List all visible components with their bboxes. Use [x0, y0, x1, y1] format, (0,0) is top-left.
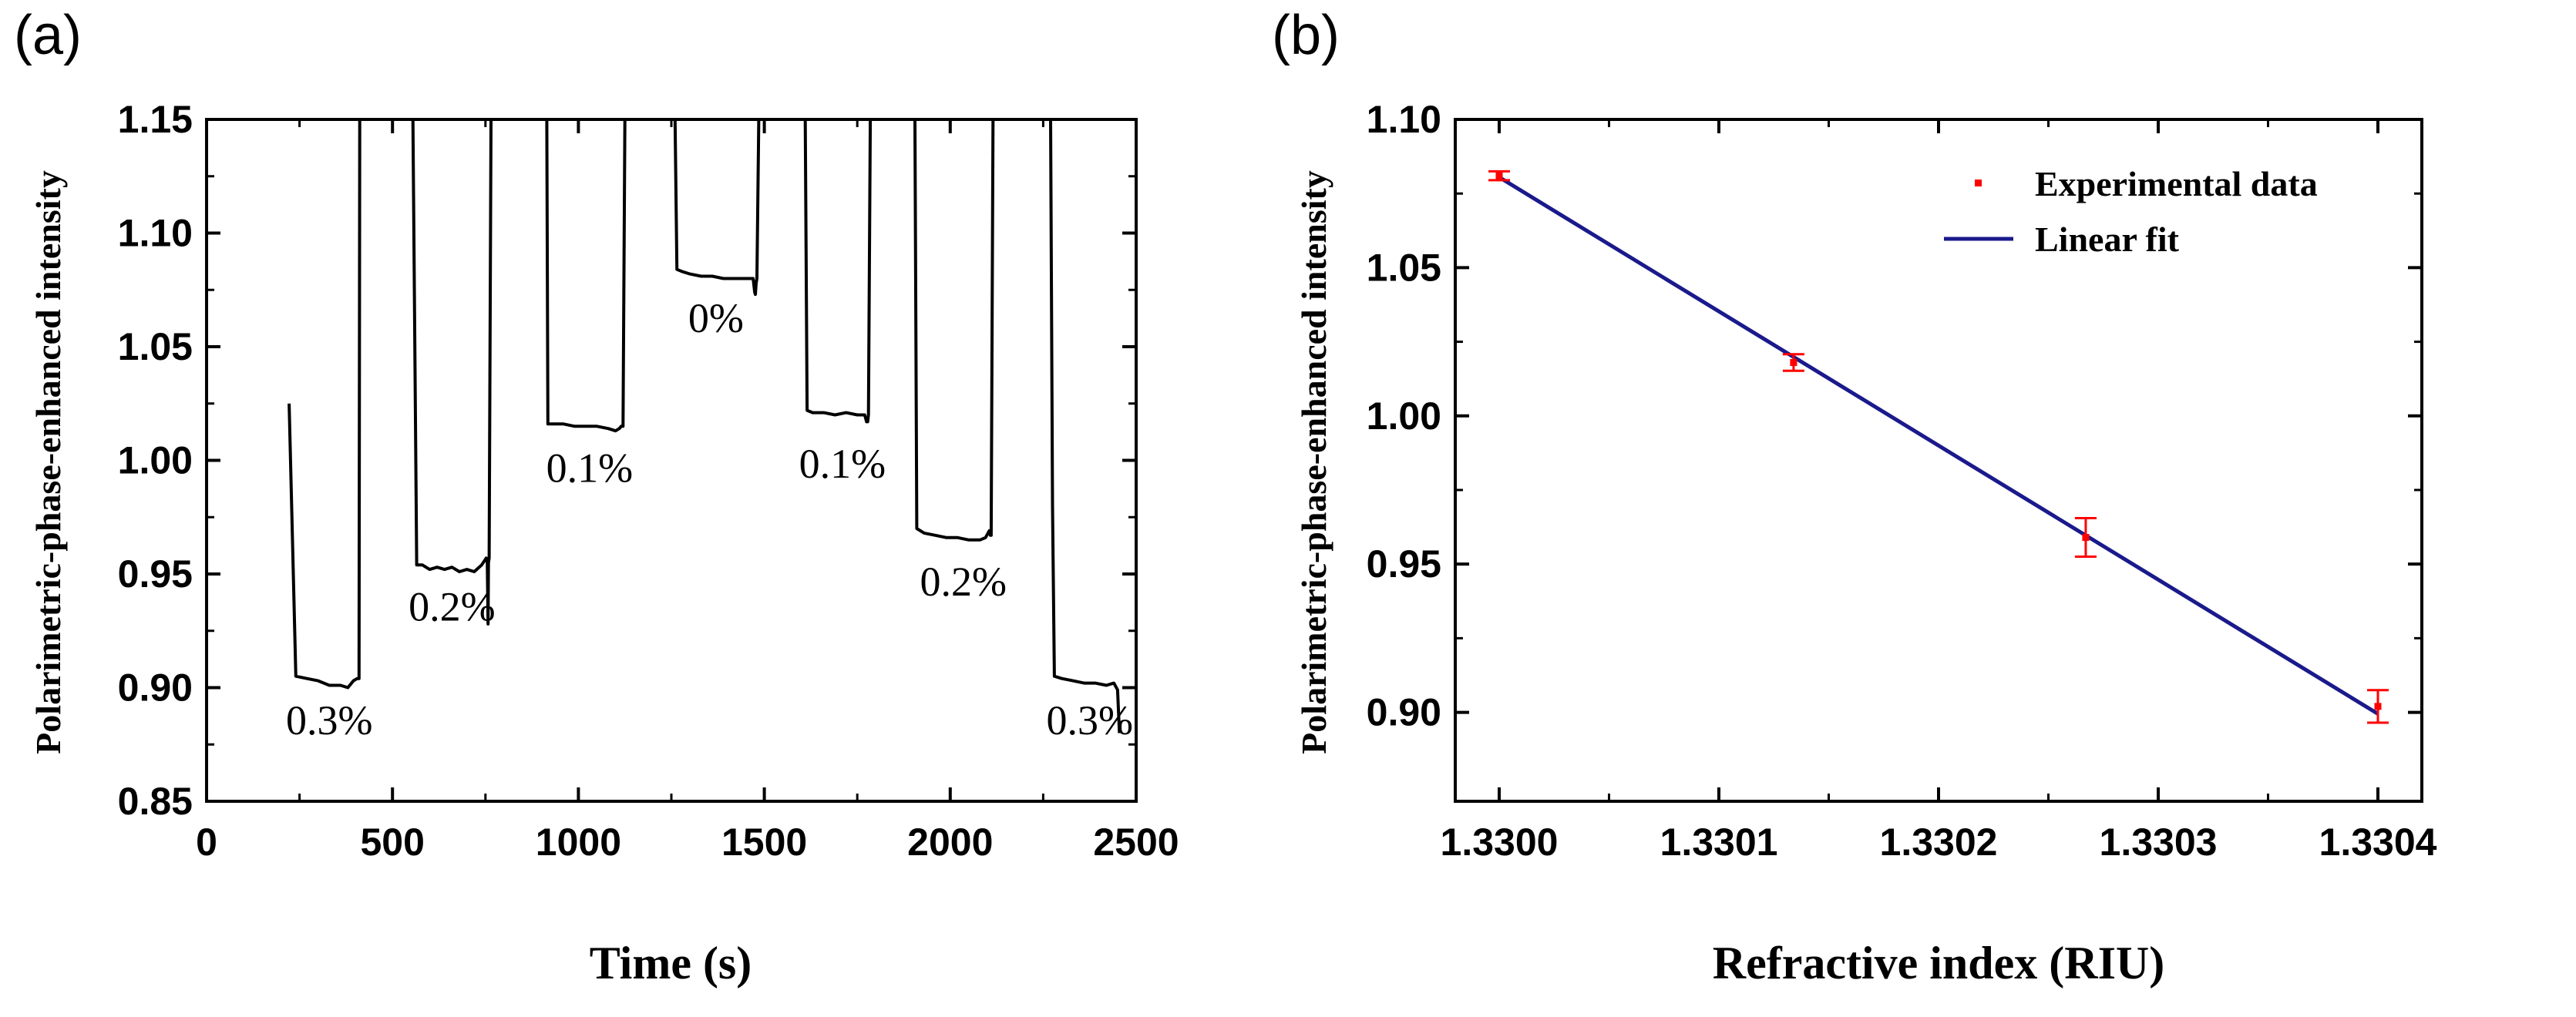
panel-a-x-axis-title: Time (s)	[590, 938, 752, 988]
x-tick-label: 500	[360, 821, 424, 864]
x-tick-label: 1500	[721, 821, 807, 864]
concentration-annotation: 0.2%	[409, 584, 495, 630]
series-line	[288, 118, 1122, 733]
data-point	[2082, 534, 2090, 542]
panel-b-data-points	[1488, 170, 2389, 724]
panel-b-plot-frame	[1454, 118, 2423, 803]
y-tick-label: 1.05	[1367, 246, 1441, 289]
concentration-annotation: 0.1%	[546, 445, 633, 492]
panel-b-label: (b)	[1272, 5, 1340, 66]
data-point	[1790, 359, 1797, 367]
panel-b-y-axis-title: Polarimetric-phase-enhanced intensity	[1294, 170, 1333, 754]
panel-a-x-tick-labels: 0 500 1000 1500 2000 2500	[196, 821, 1179, 864]
concentration-annotation: 0.2%	[920, 559, 1006, 605]
panel-a-label: (a)	[14, 5, 82, 66]
y-tick-label: 1.00	[118, 439, 193, 482]
x-tick-label: 1.3301	[1660, 821, 1778, 864]
y-tick-label: 1.10	[118, 212, 193, 255]
concentration-annotation: 0.3%	[1046, 697, 1132, 743]
y-tick-label: 1.00	[1367, 394, 1441, 438]
x-tick-label: 2000	[907, 821, 993, 864]
legend-marker-experimental	[1975, 180, 1982, 186]
x-tick-label: 1000	[536, 821, 621, 864]
concentration-annotation: 0.3%	[286, 697, 372, 743]
panel-b-x-tick-labels: 1.3300 1.3301 1.3302 1.3303 1.3304	[1441, 821, 2437, 864]
panel-a-y-axis-title: Polarimetric-phase-enhanced intensity	[29, 170, 68, 754]
y-tick-label: 0.85	[118, 780, 193, 823]
x-tick-label: 1.3304	[2319, 821, 2437, 864]
y-tick-label: 0.95	[1367, 542, 1441, 586]
data-point	[2374, 703, 2382, 710]
panel-a-ticks	[205, 118, 1138, 803]
data-point	[1495, 172, 1503, 180]
y-tick-label: 1.10	[1367, 98, 1441, 141]
legend-label-experimental: Experimental data	[2035, 164, 2318, 203]
y-tick-label: 0.90	[1367, 691, 1441, 734]
x-tick-label: 1.3302	[1880, 821, 1998, 864]
concentration-annotation: 0%	[688, 295, 744, 341]
panel-b-y-tick-labels: 0.90 0.95 1.00 1.05 1.10	[1367, 98, 1441, 734]
x-tick-label: 1.3300	[1441, 821, 1559, 864]
panel-b-x-axis-title: Refractive index (RIU)	[1713, 938, 2165, 988]
concentration-annotation: 0.1%	[799, 441, 886, 487]
panel-b: (b) Polarimetric-phase-enhanced intensit…	[1272, 5, 2437, 988]
panel-a-series	[288, 118, 1122, 733]
panel-a-annotations: 0.3% 0.2% 0.1% 0% 0.1% 0.2% 0.3%	[286, 295, 1133, 743]
panel-a-y-tick-labels: 0.85 0.90 0.95 1.00 1.05 1.10 1.15	[118, 98, 193, 823]
x-tick-label: 1.3303	[2100, 821, 2218, 864]
x-tick-label: 2500	[1093, 821, 1179, 864]
x-tick-label: 0	[196, 821, 217, 864]
linear-fit-line	[1498, 175, 2379, 716]
y-tick-label: 1.05	[118, 325, 193, 368]
legend-label-fit: Linear fit	[2035, 220, 2180, 259]
y-tick-label: 0.90	[118, 666, 193, 710]
y-tick-label: 0.95	[118, 552, 193, 596]
panel-b-fit-line	[1498, 175, 2379, 716]
panel-b-ticks	[1455, 118, 2422, 801]
y-tick-label: 1.15	[118, 98, 193, 141]
panel-a: (a) Polarimetric-phase-enhanced intensit…	[14, 5, 1179, 988]
panel-b-legend: Experimental data Linear fit	[1944, 164, 2318, 259]
